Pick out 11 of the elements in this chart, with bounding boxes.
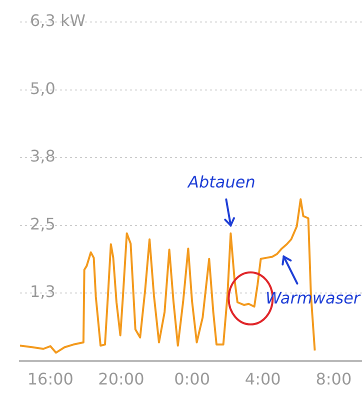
x-tick-label: 8:00 <box>316 370 352 389</box>
x-tick-label: 20:00 <box>98 370 144 389</box>
x-tick-label: 16:00 <box>27 370 74 389</box>
y-tick-label: 5,0 <box>30 78 56 98</box>
y-tick-label: 3,8 <box>30 146 56 166</box>
y-tick-label: 2,5 <box>30 214 56 234</box>
y-tick-label: 6,3 kW <box>30 11 86 30</box>
x-tick-label: 0:00 <box>174 370 210 389</box>
annotation: Abtauen <box>187 172 256 192</box>
x-tick-label: 4:00 <box>244 370 281 389</box>
y-tick-label: 1,3 <box>30 282 56 302</box>
